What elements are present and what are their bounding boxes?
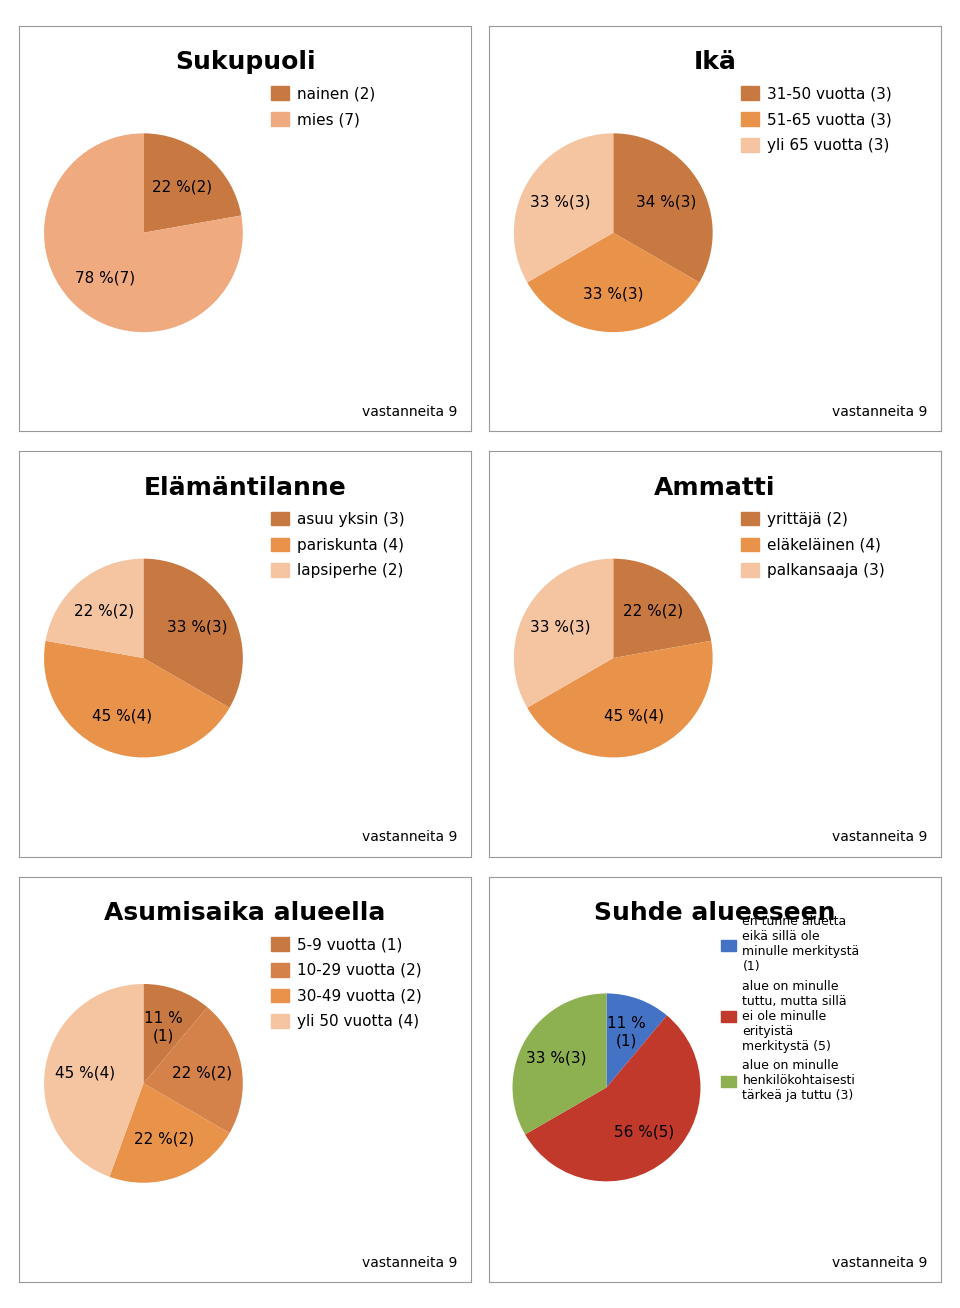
- Text: vastanneita 9: vastanneita 9: [362, 1256, 457, 1270]
- Text: vastanneita 9: vastanneita 9: [832, 405, 927, 419]
- Text: Elämäntilanne: Elämäntilanne: [144, 476, 347, 500]
- Text: vastanneita 9: vastanneita 9: [832, 831, 927, 845]
- Text: vastanneita 9: vastanneita 9: [362, 405, 457, 419]
- Text: Suhde alueeseen: Suhde alueeseen: [594, 901, 835, 925]
- Text: Asumisaika alueella: Asumisaika alueella: [105, 901, 386, 925]
- Text: Ammatti: Ammatti: [654, 476, 776, 500]
- Text: Ikä: Ikä: [693, 51, 736, 75]
- Text: vastanneita 9: vastanneita 9: [362, 831, 457, 845]
- Text: Sukupuoli: Sukupuoli: [175, 51, 316, 75]
- Text: vastanneita 9: vastanneita 9: [832, 1256, 927, 1270]
